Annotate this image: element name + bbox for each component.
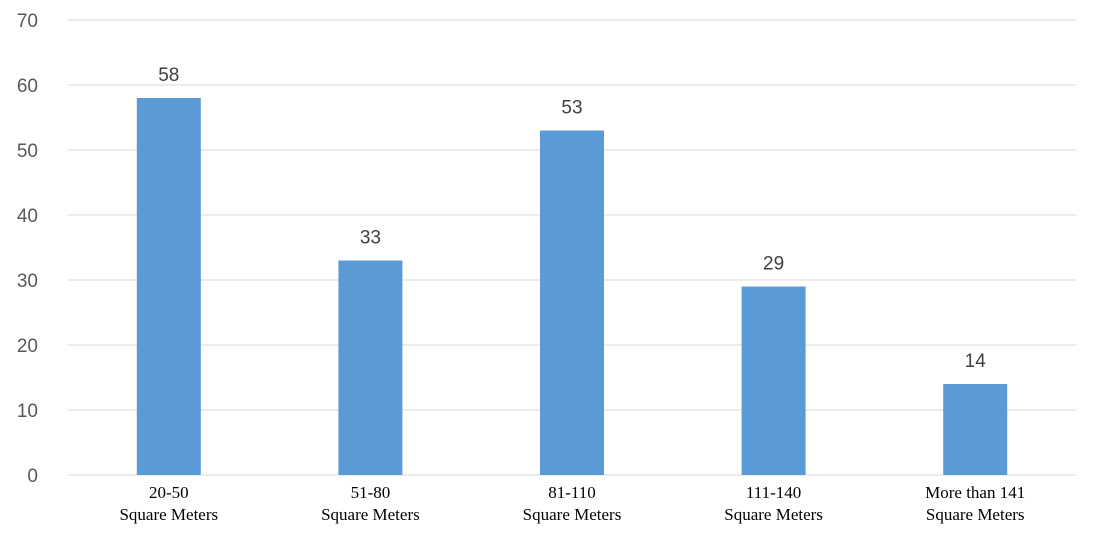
x-tick-label: Square Meters: [119, 505, 218, 524]
y-tick-label: 20: [17, 336, 38, 357]
x-tick-label: 111-140: [746, 483, 801, 502]
y-tick-label: 40: [17, 206, 38, 227]
bar: [540, 130, 604, 475]
y-tick-label: 0: [27, 466, 38, 487]
y-tick-label: 60: [17, 76, 38, 97]
data-label: 29: [763, 254, 784, 275]
y-axis: 0 10 20 30 40 50 60 70: [17, 11, 38, 487]
bar: [136, 98, 201, 475]
data-labels: 58 33 53 29 14: [158, 65, 986, 372]
x-tick-label: More than 141: [925, 483, 1025, 502]
data-label: 14: [965, 351, 987, 372]
x-tick-label: 51-80: [351, 483, 391, 502]
y-tick-label: 50: [17, 141, 38, 162]
y-tick-label: 70: [17, 11, 38, 32]
x-axis: 20-50 Square Meters 51-80 Square Meters 81-1…: [119, 483, 1025, 524]
x-tick-label: Square Meters: [926, 505, 1025, 524]
bars: [136, 98, 1008, 475]
data-label: 53: [561, 98, 582, 119]
data-label: 33: [360, 228, 381, 249]
x-tick-label: Square Meters: [321, 505, 420, 524]
bar: [943, 384, 1008, 475]
y-tick-label: 10: [17, 401, 38, 422]
bar: [741, 286, 806, 475]
x-tick-label: 20-50: [149, 483, 189, 502]
y-tick-label: 30: [17, 271, 38, 292]
x-tick-label: 81-110: [548, 483, 596, 502]
bar: [338, 260, 403, 475]
x-tick-label: Square Meters: [724, 505, 823, 524]
x-tick-label: Square Meters: [523, 505, 622, 524]
data-label: 58: [158, 65, 179, 86]
